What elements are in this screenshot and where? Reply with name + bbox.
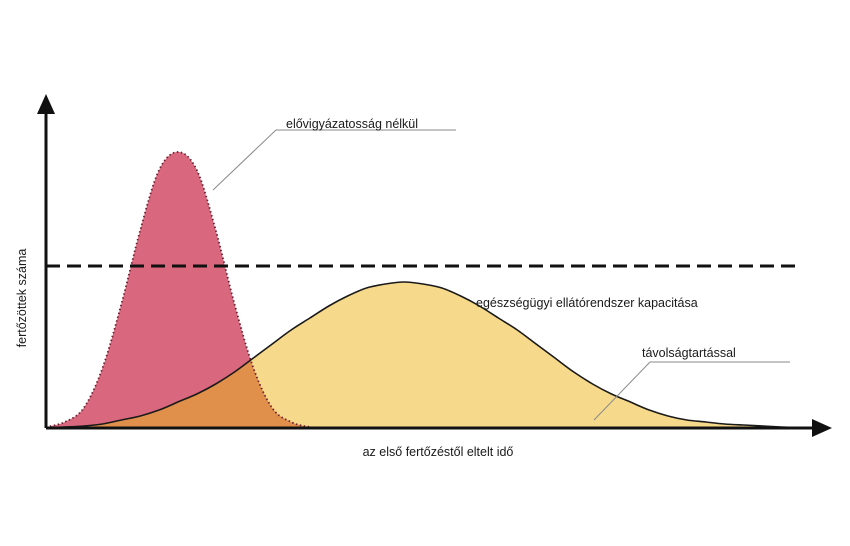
x-axis-label: az első fertőzéstől eltelt idő — [363, 445, 514, 459]
series-label-distancing: távolságtartással — [642, 346, 736, 360]
axes — [37, 94, 832, 437]
annotations — [46, 129, 802, 421]
leader-line-no-precaution — [212, 129, 277, 191]
curve-distancing — [45, 281, 801, 429]
area-no-precaution — [46, 152, 800, 428]
chart-areas — [45, 151, 801, 429]
capacity-label: egészségügyi ellátórendszer kapacitása — [476, 296, 698, 310]
y-axis-arrow-icon — [37, 94, 55, 114]
x-axis-arrow-icon — [812, 419, 832, 437]
series-label-no-precaution: elővigyázatosság nélkül — [286, 117, 418, 131]
y-axis-label: fertőzöttek száma — [15, 249, 29, 348]
leader-line-distancing — [593, 361, 651, 421]
